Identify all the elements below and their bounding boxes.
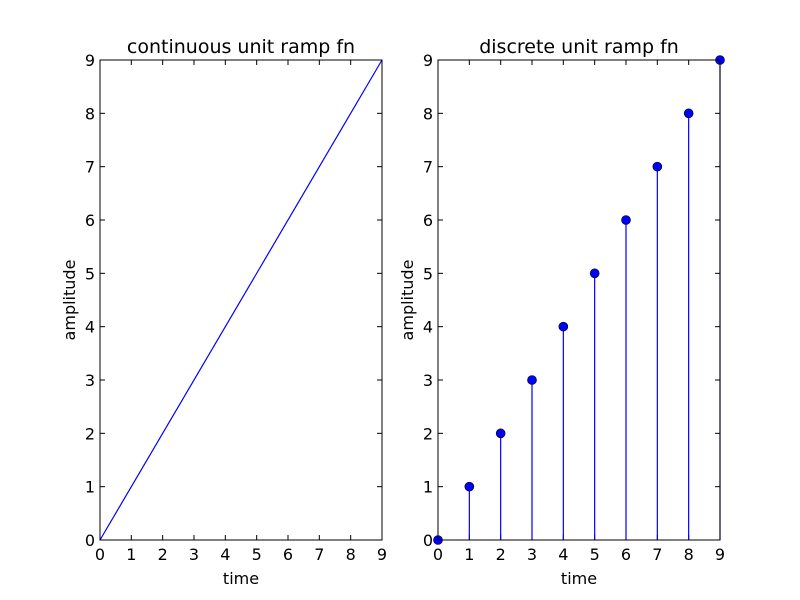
stem-marker — [652, 161, 663, 172]
x-tick-label: 1 — [464, 545, 474, 564]
x-tick-label: 4 — [220, 545, 230, 564]
y-tick-label: 7 — [423, 158, 433, 177]
x-tick-label: 8 — [684, 545, 694, 564]
x-tick-label: 8 — [346, 545, 356, 564]
x-tick-label: 7 — [314, 545, 324, 564]
x-tick-label: 3 — [527, 545, 537, 564]
y-tick-label: 0 — [85, 531, 95, 550]
x-tick-label: 0 — [95, 545, 105, 564]
tick-labels: 0 1 2 3 4 5 6 7 8 9 0 1 2 3 4 5 6 7 8 9 — [423, 51, 725, 564]
y-tick-label: 8 — [85, 104, 95, 123]
data-series — [99, 59, 383, 541]
y-tick-label: 8 — [423, 104, 433, 123]
x-tick-label: 2 — [158, 545, 168, 564]
x-axis-label: time — [223, 569, 259, 588]
y-tick-label: 5 — [85, 264, 95, 283]
x-tick-label: 5 — [252, 545, 262, 564]
x-tick-label: 2 — [496, 545, 506, 564]
chart-title: continuous unit ramp fn — [127, 36, 355, 58]
x-tick-label: 4 — [558, 545, 568, 564]
y-tick-label: 3 — [85, 371, 95, 390]
y-tick-label: 5 — [423, 264, 433, 283]
y-tick-label: 4 — [423, 318, 433, 337]
y-tick-label: 6 — [85, 211, 95, 230]
x-tick-label: 6 — [283, 545, 293, 564]
y-axis-label: amplitude — [398, 260, 417, 341]
chart-title: discrete unit ramp fn — [479, 36, 679, 58]
continuous-ramp-panel: continuous unit ramp fn 0 1 2 3 4 5 6 7 8 9 0 1 2 3 4 5… — [60, 36, 387, 588]
y-axis-label: amplitude — [60, 260, 79, 341]
stem-marker — [527, 375, 537, 385]
y-tick-label: 2 — [423, 424, 433, 443]
y-tick-label: 7 — [85, 158, 95, 177]
ramp-line — [99, 59, 383, 541]
y-tick-label: 3 — [423, 371, 433, 390]
y-tick-label: 4 — [85, 318, 95, 337]
y-tick-label: 0 — [423, 531, 433, 550]
x-tick-label: 9 — [715, 545, 725, 564]
x-tick-label: 7 — [652, 545, 662, 564]
y-tick-label: 6 — [423, 211, 433, 230]
y-tick-label: 9 — [423, 51, 433, 70]
x-tick-label: 5 — [590, 545, 600, 564]
y-tick-label: 9 — [85, 51, 95, 70]
discrete-ramp-panel: discrete unit ramp fn 0 1 2 3 4 5 6 7 8 9 0 1 2 3 4 5 6 7… — [398, 36, 725, 588]
x-tick-label: 3 — [189, 545, 199, 564]
tick-labels: 0 1 2 3 4 5 6 7 8 9 0 1 2 3 4 5 6 7 8 9 — [85, 51, 387, 564]
x-tick-label: 6 — [621, 545, 631, 564]
x-tick-label: 0 — [433, 545, 443, 564]
data-series — [433, 55, 725, 545]
y-tick-label: 1 — [423, 478, 433, 497]
stem-marker — [589, 268, 600, 279]
y-tick-label: 2 — [85, 424, 95, 443]
stem-marker — [495, 428, 506, 439]
stem-marker — [558, 321, 569, 332]
plot-area-frame — [99, 59, 383, 541]
stem-marker — [683, 108, 694, 119]
stem-marker — [621, 215, 631, 225]
plot-area-frame — [437, 59, 721, 541]
x-tick-label: 1 — [126, 545, 136, 564]
stem-marker — [464, 481, 475, 492]
y-tick-label: 1 — [85, 478, 95, 497]
x-tick-label: 9 — [377, 545, 387, 564]
x-axis-label: time — [561, 569, 597, 588]
